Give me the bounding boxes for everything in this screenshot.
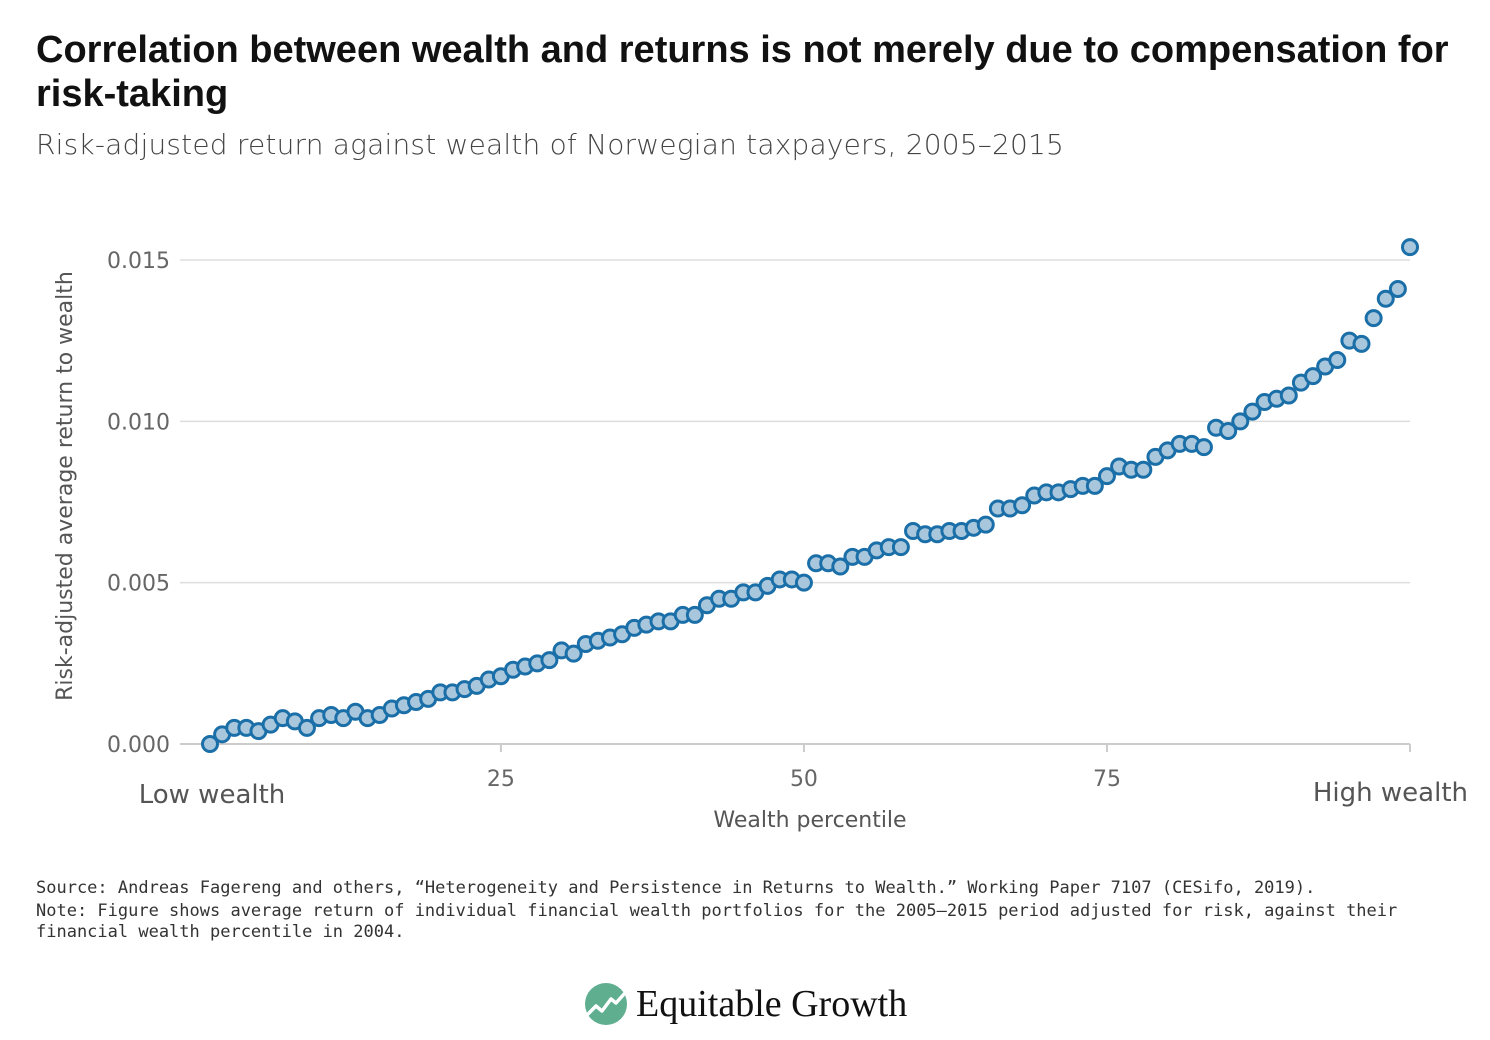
data-point xyxy=(1304,367,1323,386)
data-point xyxy=(891,538,910,557)
data-point xyxy=(1231,412,1250,431)
data-point xyxy=(685,605,704,624)
data-point xyxy=(1279,386,1298,405)
footer: Source: Andreas Fagereng and others, “He… xyxy=(36,878,1456,945)
x-tick-label: 25 xyxy=(487,767,515,792)
data-point xyxy=(297,718,316,737)
data-point xyxy=(1401,238,1419,257)
data-point xyxy=(564,644,583,663)
data-point xyxy=(1364,309,1383,328)
data-point xyxy=(201,735,219,753)
chart-title: Correlation between wealth and returns i… xyxy=(36,29,1449,115)
y-tick-label: 0.010 xyxy=(107,410,170,435)
figure-note: Note: Figure shows average return of ind… xyxy=(36,901,1398,942)
data-point xyxy=(1013,496,1032,515)
logo-text: Equitable Growth xyxy=(636,983,908,1025)
data-points xyxy=(201,238,1419,753)
y-tick-labels: 0.000 0.005 0.010 0.015 xyxy=(107,249,170,758)
x-tick-label: 50 xyxy=(790,767,818,792)
data-point xyxy=(831,557,850,576)
data-point xyxy=(1219,422,1238,441)
x-tick-label: 75 xyxy=(1093,767,1121,792)
x-tick-labels: 25 50 75 Low wealth High wealth xyxy=(139,744,1468,810)
data-point xyxy=(976,515,995,534)
data-point xyxy=(1243,402,1262,421)
source-note: Source: Andreas Fagereng and others, “He… xyxy=(36,878,1316,898)
data-point xyxy=(1388,280,1407,299)
y-axis-title: Risk-adjusted average return to wealth xyxy=(53,271,78,701)
gridlines xyxy=(180,259,1410,745)
x-end-label-low: Low wealth xyxy=(139,780,286,810)
x-end-label-high: High wealth xyxy=(1313,778,1468,808)
chart-subtitle: Risk-adjusted return against wealth of N… xyxy=(36,128,1065,161)
data-point xyxy=(540,651,559,670)
data-point xyxy=(1352,334,1371,353)
equitable-growth-logo-icon xyxy=(585,983,627,1025)
data-point xyxy=(1328,351,1347,370)
data-point xyxy=(1194,438,1213,457)
y-tick-label: 0.015 xyxy=(107,249,170,274)
data-point xyxy=(1085,476,1104,495)
y-tick-label: 0.005 xyxy=(107,572,170,597)
y-tick-label: 0.000 xyxy=(107,733,170,758)
data-point xyxy=(1376,289,1395,308)
data-point xyxy=(1097,467,1116,486)
scatter-chart: 0.000 0.005 0.010 0.015 25 50 75 Low wealth Hig… xyxy=(53,238,1468,833)
x-axis-title: Wealth percentile xyxy=(713,808,906,833)
data-point xyxy=(794,573,813,592)
equitable-growth-logo: Equitable Growth xyxy=(584,982,907,1026)
data-point xyxy=(1134,460,1153,479)
